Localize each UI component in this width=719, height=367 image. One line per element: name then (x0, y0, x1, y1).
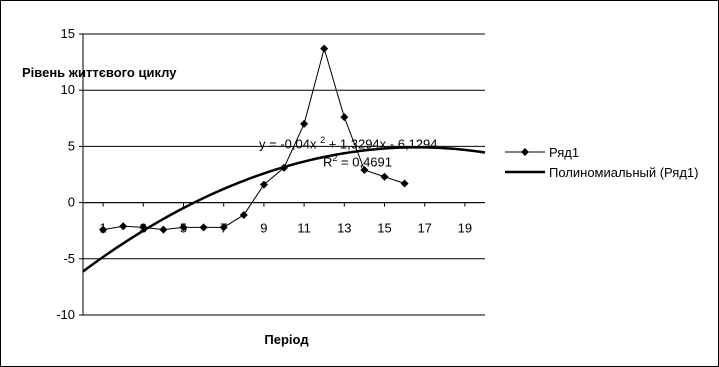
data-point-marker (119, 222, 128, 231)
legend-item-series1: Ряд1 (505, 142, 698, 162)
legend: Ряд1 Полиномиальный (Ряд1) (505, 142, 698, 182)
data-point-marker (239, 210, 248, 219)
y-tick-label: 15 (61, 26, 75, 41)
data-point-marker (259, 180, 268, 189)
data-point-marker (159, 225, 168, 234)
y-tick-label: 10 (61, 82, 75, 97)
data-point-marker (360, 166, 369, 175)
x-tick-label: 9 (260, 221, 267, 236)
equation-prefix: y = -0,04x (259, 136, 321, 152)
data-point-marker (219, 223, 228, 232)
equation-exponent: 2 (320, 135, 326, 145)
equation-suffix: + 1,3294x - 6,1294 (325, 136, 438, 152)
x-axis-label: Період (264, 332, 309, 347)
r2-exponent: 2 (332, 153, 338, 163)
x-tick-label: 15 (377, 221, 391, 236)
x-tick-label: 17 (417, 221, 431, 236)
data-point-marker (199, 223, 208, 232)
legend-swatch-series1 (505, 148, 545, 156)
y-tick-label: 5 (68, 138, 75, 153)
data-point-marker (99, 225, 108, 234)
legend-label-series1: Ряд1 (549, 144, 580, 160)
y-tick-label: -5 (63, 251, 75, 266)
y-axis-label: Рівень життєвого циклу (22, 65, 177, 80)
r2-prefix: R (323, 154, 333, 170)
legend-item-trendline: Полиномиальный (Ряд1) (505, 162, 698, 182)
data-point-marker (320, 44, 329, 53)
x-tick-label: 19 (458, 221, 472, 236)
y-tick-label: -10 (56, 307, 75, 322)
legend-swatch-trendline (505, 170, 545, 174)
data-point-marker (380, 172, 389, 181)
data-point-marker (139, 223, 148, 232)
x-axis-label-wrap: Період (1, 332, 572, 347)
data-point-marker (179, 223, 188, 232)
data-point-marker (300, 119, 309, 128)
x-tick-label: 11 (297, 221, 311, 236)
y-tick-label: 0 (68, 195, 75, 210)
trend-equation: y = -0,04x 2 + 1,3294x - 6,1294 (259, 135, 437, 151)
legend-label-trendline: Полиномиальный (Ряд1) (549, 164, 699, 180)
data-point-marker (340, 113, 349, 122)
data-point-marker (400, 179, 409, 188)
series-line-ryad1 (103, 46, 405, 231)
r2-suffix: = 0,4691 (337, 154, 392, 170)
x-tick-label: 13 (337, 221, 351, 236)
data-point-marker (280, 163, 288, 172)
r-squared-label: R2 = 0,4691 (323, 153, 392, 169)
